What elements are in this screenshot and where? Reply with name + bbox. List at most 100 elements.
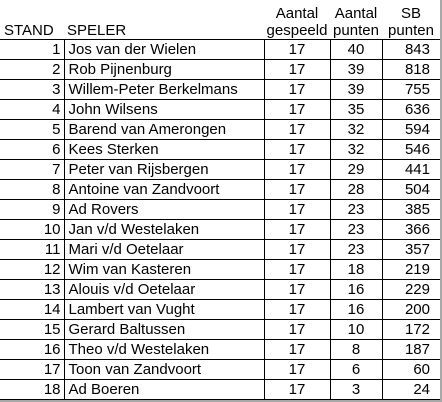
table-row: 8 Antoine van Zandvoort 17 28 504 — [0, 179, 440, 200]
cell-gespeeld: 17 — [263, 199, 330, 220]
cell-sb: 755 — [381, 79, 440, 100]
header-row: STAND SPELER Aantal gespeeld Aantal punt… — [0, 0, 440, 40]
table-row: 4 John Wilsens 17 35 636 — [0, 99, 440, 120]
cell-sb: 546 — [381, 139, 440, 160]
header-stand: STAND — [4, 22, 54, 39]
cell-stand: 10 — [0, 219, 64, 240]
cell-punten: 16 — [329, 299, 382, 320]
cell-stand: 2 — [0, 59, 64, 80]
cell-sb: 229 — [381, 279, 440, 300]
cell-sb: 172 — [381, 319, 440, 340]
cell-punten: 16 — [329, 279, 382, 300]
table-row: 1 Jos van der Wielen 17 40 843 — [0, 39, 440, 60]
cell-speler: Alouis v/d Oetelaar — [63, 279, 264, 300]
table-row: 2 Rob Pijnenburg 17 39 818 — [0, 59, 440, 80]
cell-speler: Jan v/d Westelaken — [63, 219, 264, 240]
cell-stand: 15 — [0, 319, 64, 340]
cell-punten: 32 — [329, 119, 382, 140]
cell-gespeeld: 17 — [263, 139, 330, 160]
cell-punten: 35 — [329, 99, 382, 120]
cell-gespeeld: 17 — [263, 239, 330, 260]
cell-stand: 5 — [0, 119, 64, 140]
cell-punten: 28 — [329, 179, 382, 200]
header-punten: Aantal punten — [330, 0, 382, 40]
cell-stand: 13 — [0, 279, 64, 300]
cell-speler: Toon van Zandvoort — [63, 359, 264, 380]
table-row: 5 Barend van Amerongen 17 32 594 — [0, 119, 440, 140]
cell-sb: 843 — [381, 39, 440, 60]
table-row: 16 Theo v/d Westelaken 17 8 187 — [0, 339, 440, 360]
table-row: 17 Toon van Zandvoort 17 6 60 — [0, 359, 440, 380]
cell-gespeeld: 17 — [263, 59, 330, 80]
cell-punten: 39 — [329, 59, 382, 80]
cell-stand: 4 — [0, 99, 64, 120]
cell-punten: 3 — [329, 379, 382, 400]
cell-gespeeld: 17 — [263, 319, 330, 340]
cell-punten: 23 — [329, 239, 382, 260]
cell-punten: 29 — [329, 159, 382, 180]
table-row: 15 Gerard Baltussen 17 10 172 — [0, 319, 440, 340]
header-gespeeld: Aantal gespeeld — [264, 0, 330, 40]
cell-punten: 18 — [329, 259, 382, 280]
header-gespeeld-line1: Aantal — [275, 5, 319, 22]
cell-speler: Rob Pijnenburg — [63, 59, 264, 80]
table-row: 13 Alouis v/d Oetelaar 17 16 229 — [0, 279, 440, 300]
cell-gespeeld: 17 — [263, 339, 330, 360]
header-sb: SB punten — [382, 0, 440, 40]
cell-punten: 39 — [329, 79, 382, 100]
cell-gespeeld: 17 — [263, 99, 330, 120]
cell-stand: 18 — [0, 379, 64, 400]
cell-stand: 11 — [0, 239, 64, 260]
cell-speler: Barend van Amerongen — [63, 119, 264, 140]
cell-sb: 60 — [381, 359, 440, 380]
cell-stand: 7 — [0, 159, 64, 180]
cell-speler: Willem-Peter Berkelmans — [63, 79, 264, 100]
cell-punten: 23 — [329, 219, 382, 240]
cell-speler: Wim van Kasteren — [63, 259, 264, 280]
header-gespeeld-line2: gespeeld — [266, 22, 328, 39]
cell-gespeeld: 17 — [263, 279, 330, 300]
cell-sb: 24 — [381, 379, 440, 400]
cell-stand: 9 — [0, 199, 64, 220]
table-row: 18 Ad Boeren 17 3 24 — [0, 379, 440, 400]
table-row: 7 Peter van Rijsbergen 17 29 441 — [0, 159, 440, 180]
cell-stand: 14 — [0, 299, 64, 320]
cell-gespeeld: 17 — [263, 379, 330, 400]
cell-gespeeld: 17 — [263, 219, 330, 240]
cell-sb: 366 — [381, 219, 440, 240]
cell-gespeeld: 17 — [263, 159, 330, 180]
cell-sb: 187 — [381, 339, 440, 360]
cell-speler: Lambert van Vught — [63, 299, 264, 320]
table-row: 10 Jan v/d Westelaken 17 23 366 — [0, 219, 440, 240]
table-row: 11 Mari v/d Oetelaar 17 23 357 — [0, 239, 440, 260]
table-row: 6 Kees Sterken 17 32 546 — [0, 139, 440, 160]
cell-gespeeld: 17 — [263, 359, 330, 380]
cell-gespeeld: 17 — [263, 259, 330, 280]
table-row: 14 Lambert van Vught 17 16 200 — [0, 299, 440, 320]
cell-speler: Ad Boeren — [63, 379, 264, 400]
cell-sb: 219 — [381, 259, 440, 280]
cell-speler: Antoine van Zandvoort — [63, 179, 264, 200]
cell-speler: John Wilsens — [63, 99, 264, 120]
cell-stand: 12 — [0, 259, 64, 280]
cell-gespeeld: 17 — [263, 39, 330, 60]
cell-sb: 357 — [381, 239, 440, 260]
cell-stand: 3 — [0, 79, 64, 100]
cell-sb: 385 — [381, 199, 440, 220]
cell-speler: Kees Sterken — [63, 139, 264, 160]
cell-gespeeld: 17 — [263, 299, 330, 320]
cell-stand: 16 — [0, 339, 64, 360]
table-row: 3 Willem-Peter Berkelmans 17 39 755 — [0, 79, 440, 100]
cell-gespeeld: 17 — [263, 119, 330, 140]
header-punten-line2: punten — [333, 22, 379, 39]
cell-speler: Gerard Baltussen — [63, 319, 264, 340]
cell-gespeeld: 17 — [263, 79, 330, 100]
cell-sb: 818 — [381, 59, 440, 80]
cell-sb: 636 — [381, 99, 440, 120]
cell-stand: 17 — [0, 359, 64, 380]
cell-sb: 200 — [381, 299, 440, 320]
header-sb-line2: punten — [388, 22, 434, 39]
cell-punten: 10 — [329, 319, 382, 340]
cell-stand: 8 — [0, 179, 64, 200]
